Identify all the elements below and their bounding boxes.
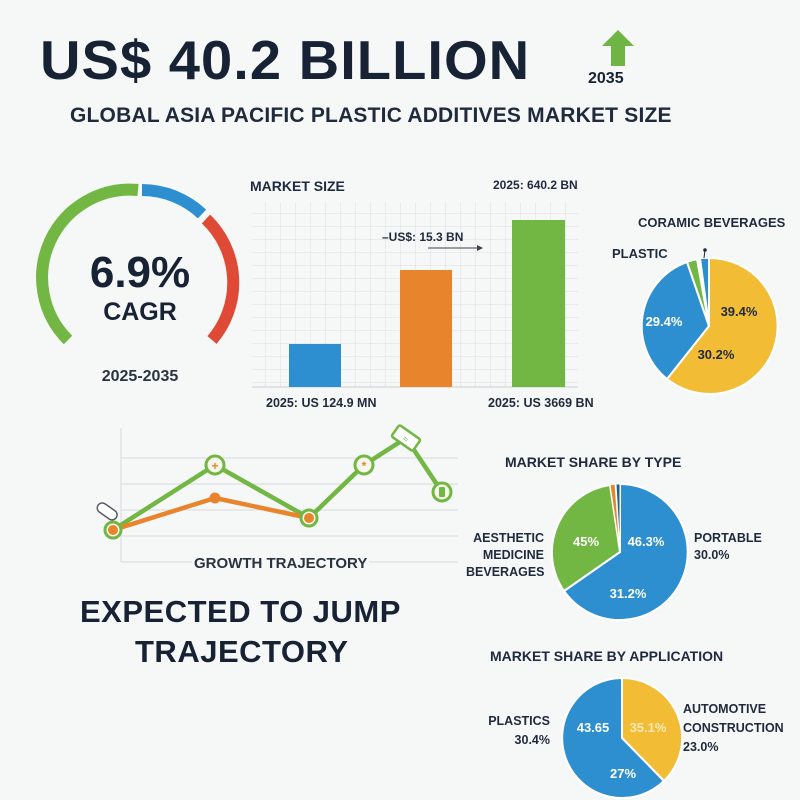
pie-top-plastic-label: PLASTIC: [612, 246, 668, 261]
svg-text:30.2%: 30.2%: [698, 347, 735, 362]
growth-title: GROWTH TRAJECTORY: [192, 555, 370, 572]
market-size-bar-chart: [252, 202, 578, 388]
bar-bottom-left-label: 2025: US 124.9 MN: [266, 396, 377, 410]
battery-icon: ≈: [390, 424, 422, 452]
capsule-icon: [96, 502, 118, 521]
pie-top-chart: 39.4% 30.2% 29.4%: [640, 248, 779, 395]
cagr-value: 6.9%: [89, 248, 191, 297]
svg-text:31.2%: 31.2%: [610, 586, 647, 601]
growth-line-chart: + * ≈: [96, 424, 458, 563]
svg-text:27%: 27%: [610, 766, 636, 781]
application-share-pie: 43.65 35.1% 27%: [561, 676, 684, 799]
svg-text:43.65: 43.65: [577, 720, 610, 735]
svg-text:45%: 45%: [573, 534, 599, 549]
svg-text:35.1%: 35.1%: [630, 720, 667, 735]
cagr-gauge: [36, 183, 240, 345]
market-size-title: MARKET SIZE: [250, 178, 345, 194]
svg-text:≈: ≈: [401, 433, 411, 444]
subheadline: GLOBAL ASIA PACIFIC PLASTIC ADDITIVES MA…: [70, 104, 672, 127]
growth-caption-line1: EXPECTED TO JUMP: [80, 594, 401, 629]
pie-top-title: CORAMIC BEVERAGES: [638, 215, 786, 230]
svg-text:+: +: [211, 459, 218, 473]
bar-bottom-right-label: 2025: US 3669 BN: [488, 396, 594, 410]
growth-caption-line2: TRAJECTORY: [135, 634, 349, 669]
application-share-right-label: AUTOMOTIVE CONSTRUCTION 23.0%: [683, 702, 784, 754]
type-share-left-label: AESTHETIC MEDICINE BEVERAGES: [466, 531, 545, 579]
type-share-right-label: PORTABLE 30.0%: [694, 531, 762, 562]
bar-2: [400, 270, 452, 387]
cagr-label: CAGR: [103, 298, 177, 326]
svg-text:29.4%: 29.4%: [646, 314, 683, 329]
application-share-title: MARKET SHARE BY APPLICATION: [490, 648, 724, 664]
svg-text:*: *: [362, 459, 367, 473]
type-share-title: MARKET SHARE BY TYPE: [505, 454, 682, 470]
bar-3: [512, 220, 565, 387]
bar-top-label: 2025: 640.2 BN: [493, 178, 578, 192]
headline-market-value: US$ 40.2 BILLION: [40, 29, 531, 91]
svg-text:46.3%: 46.3%: [628, 534, 665, 549]
year-tag: 2035: [588, 70, 624, 87]
bar-1: [289, 344, 341, 387]
arrow-up-icon: [602, 30, 634, 66]
type-share-pie: 45% 46.3% 31.2%: [550, 482, 689, 621]
application-share-left-label: PLASTICS 30.4%: [488, 714, 550, 747]
growth-caption: EXPECTED TO JUMP TRAJECTORY: [80, 592, 401, 672]
bar-mid-label: –US$: 15.3 BN: [382, 230, 464, 244]
svg-text:39.4%: 39.4%: [721, 304, 758, 319]
cagr-period: 2025-2035: [101, 368, 179, 385]
